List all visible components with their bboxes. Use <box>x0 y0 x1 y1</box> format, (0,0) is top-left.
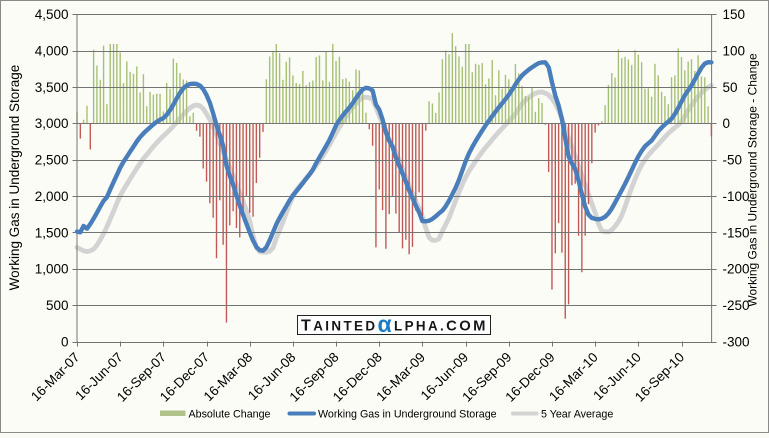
svg-text:0: 0 <box>61 334 69 349</box>
svg-text:4,500: 4,500 <box>35 7 69 22</box>
svg-text:Working Gas in Underground Sto: Working Gas in Underground Storage - Cha… <box>746 53 760 307</box>
svg-text:1,000: 1,000 <box>35 262 69 277</box>
svg-text:Absolute Change: Absolute Change <box>189 409 271 421</box>
svg-text:-250: -250 <box>723 298 750 313</box>
svg-text:-100: -100 <box>723 189 750 204</box>
svg-text:-150: -150 <box>723 225 750 240</box>
svg-text:2,000: 2,000 <box>35 189 69 204</box>
svg-text:3,000: 3,000 <box>35 116 69 131</box>
svg-text:-300: -300 <box>723 334 750 349</box>
svg-text:50: 50 <box>723 80 738 95</box>
svg-text:-200: -200 <box>723 262 750 277</box>
svg-text:3,500: 3,500 <box>35 80 69 95</box>
svg-text:-50: -50 <box>723 153 743 168</box>
svg-text:150: 150 <box>723 7 746 22</box>
svg-text:500: 500 <box>46 298 69 313</box>
svg-text:4,000: 4,000 <box>35 43 69 58</box>
svg-text:1,500: 1,500 <box>35 225 69 240</box>
svg-text:Working Gas in Underground Sto: Working Gas in Underground Storage <box>7 65 22 291</box>
svg-text:0: 0 <box>723 116 731 131</box>
svg-text:TAINTEDαLPHA.COM: TAINTEDαLPHA.COM <box>301 311 488 337</box>
svg-text:100: 100 <box>723 43 746 58</box>
svg-text:Working Gas in Underground Sto: Working Gas in Underground Storage <box>318 409 497 421</box>
svg-text:2,500: 2,500 <box>35 153 69 168</box>
svg-text:5 Year Average: 5 Year Average <box>541 409 613 421</box>
